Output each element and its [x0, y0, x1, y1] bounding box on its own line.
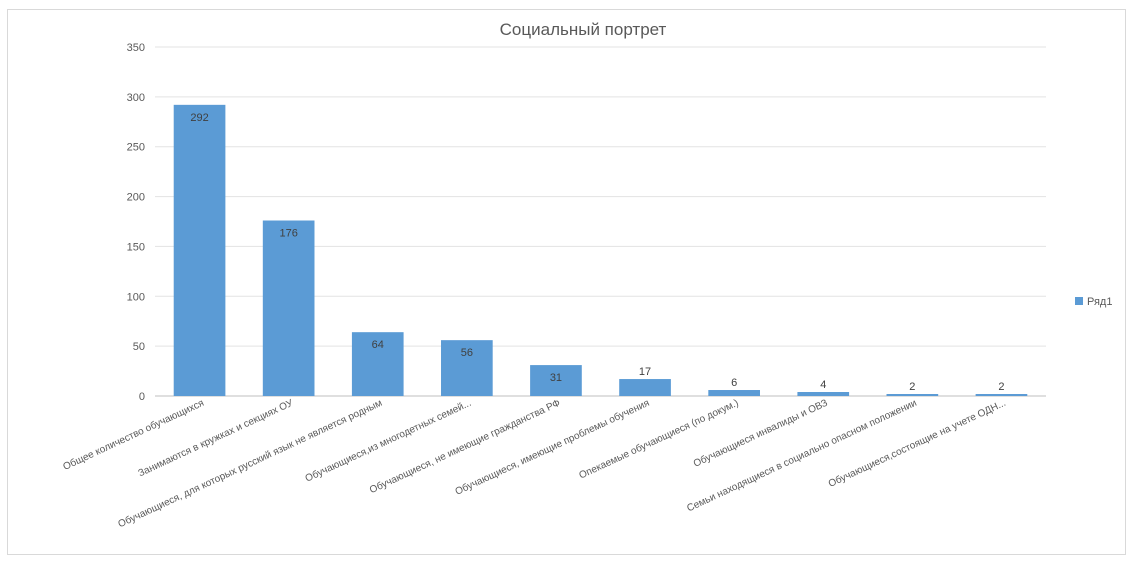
x-tick-label: Обучающиеся,из многодетных семей...: [303, 397, 473, 485]
data-label: 2: [998, 381, 1004, 393]
bar: [173, 104, 226, 396]
chart-svg: Социальный портрет 0 50 100 150 200 250 300 350…: [61, 20, 1112, 531]
data-label: 4: [820, 379, 826, 391]
bar: [441, 340, 493, 396]
chart-title: Социальный портрет: [500, 20, 667, 39]
bar: [797, 392, 850, 396]
y-tick-label: 150: [127, 241, 145, 253]
data-label: 176: [279, 228, 297, 240]
y-tick-label: 200: [127, 192, 145, 204]
x-tick-label: Обучающиеся,состоящие на учете ОДН...: [826, 397, 1007, 490]
y-tick-label: 50: [133, 341, 145, 353]
bar: [886, 394, 939, 396]
legend-series-name: Ряд1: [1087, 296, 1112, 308]
legend: Ряд1: [1075, 296, 1112, 308]
bar: [262, 220, 315, 396]
data-label: 31: [550, 372, 562, 384]
bar: [351, 332, 404, 396]
y-tick-label: 250: [127, 142, 145, 154]
x-tick-label: Занимаются в кружках и секциях ОУ: [137, 397, 296, 479]
y-tick-label: 0: [139, 391, 145, 403]
bar: [975, 394, 1028, 396]
y-axis: 0 50 100 150 200 250 300 350: [127, 42, 145, 403]
legend-swatch: [1075, 297, 1083, 305]
bar: [619, 379, 671, 396]
x-tick-label: Обучающиеся, не имеющие гражданства РФ: [368, 397, 563, 496]
y-tick-label: 350: [127, 42, 145, 54]
bar: [530, 365, 582, 396]
data-label: 64: [372, 339, 384, 351]
data-label: 6: [731, 377, 737, 389]
data-label: 17: [639, 366, 651, 378]
x-tick-label: Общее количество обучающихся: [61, 397, 206, 473]
data-label: 292: [190, 112, 208, 124]
data-label: 2: [909, 381, 915, 393]
y-tick-label: 300: [127, 92, 145, 104]
x-tick-label: Опекаемые обучающиеся (по докум.): [577, 397, 740, 482]
chart-frame: Социальный портрет 0 50 100 150 200 250 300 350…: [7, 9, 1126, 555]
bars: [173, 104, 1028, 396]
bar: [708, 390, 760, 396]
y-tick-label: 100: [127, 291, 145, 303]
data-label: 56: [461, 347, 473, 359]
